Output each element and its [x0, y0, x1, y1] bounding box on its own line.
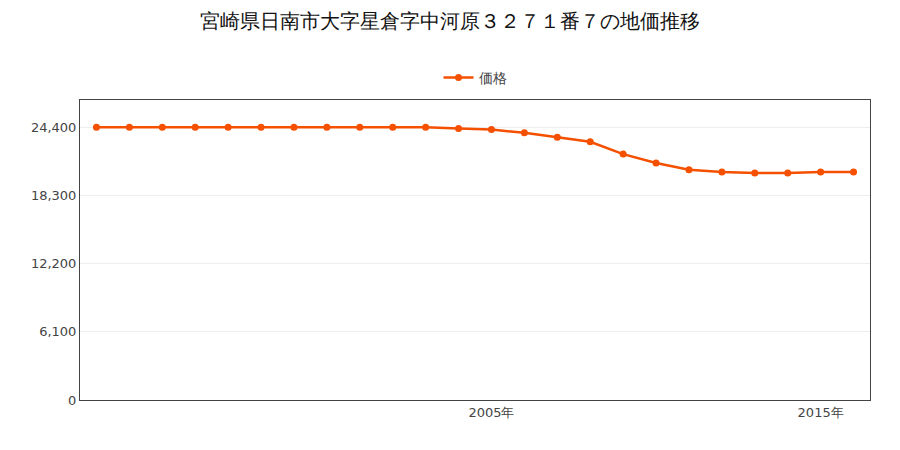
svg-text:12,200: 12,200: [31, 256, 77, 271]
svg-text:宮崎県日南市大字星倉字中河原３２７１番７の地価推移: 宮崎県日南市大字星倉字中河原３２７１番７の地価推移: [200, 9, 700, 33]
svg-text:2005年: 2005年: [468, 405, 514, 420]
svg-text:価格: 価格: [479, 70, 507, 86]
svg-text:0: 0: [68, 393, 76, 408]
svg-text:24,400: 24,400: [31, 120, 77, 135]
svg-text:18,300: 18,300: [31, 188, 77, 203]
svg-text:2015年: 2015年: [798, 405, 844, 420]
svg-text:6,100: 6,100: [39, 324, 76, 339]
